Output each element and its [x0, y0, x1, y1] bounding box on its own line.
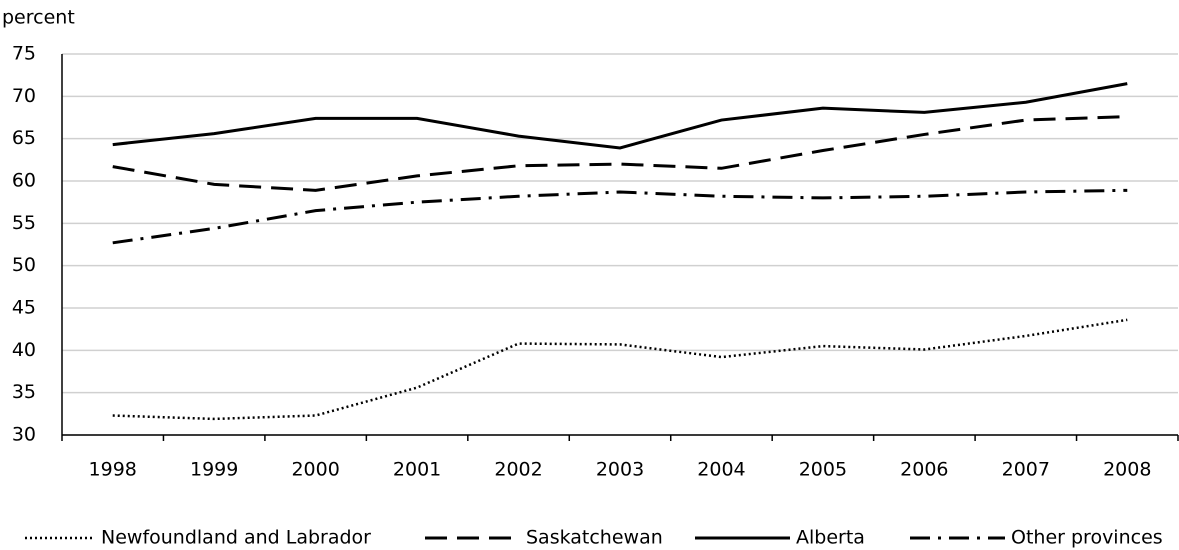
line-series	[112, 115, 1128, 192]
x-tick-label: 1998	[89, 459, 137, 481]
line-series	[112, 318, 1128, 421]
x-tick-label: 2007	[1002, 459, 1050, 481]
y-tick-label: 40	[12, 339, 36, 361]
x-tick-label: 2008	[1103, 459, 1151, 481]
x-tick-label: 2005	[799, 459, 847, 481]
legend-label: Newfoundland and Labrador	[101, 527, 371, 549]
y-tick-label: 55	[12, 212, 36, 234]
y-tick-label: 30	[12, 424, 36, 446]
x-tick-label: 2006	[900, 459, 948, 481]
y-tick-label: 35	[12, 381, 36, 403]
x-tick-label: 1999	[190, 459, 238, 481]
y-tick-label: 50	[12, 254, 36, 276]
legend-label: Other provinces	[1011, 527, 1163, 549]
line-series	[112, 82, 1128, 150]
y-tick-label: 45	[12, 297, 36, 319]
x-tick-label: 2004	[697, 459, 745, 481]
x-tick-label: 2000	[291, 459, 339, 481]
x-tick-label: 2003	[596, 459, 644, 481]
line-series	[112, 188, 1128, 245]
legend-label: Saskatchewan	[526, 527, 663, 549]
y-tick-label: 70	[12, 85, 36, 107]
y-tick-label: 65	[12, 127, 36, 149]
y-axis-label: percent	[2, 7, 75, 29]
x-tick-label: 2002	[494, 459, 542, 481]
y-tick-label: 75	[12, 43, 36, 65]
y-tick-label: 60	[12, 170, 36, 192]
legend-label: Alberta	[796, 527, 865, 549]
x-tick-label: 2001	[393, 459, 441, 481]
